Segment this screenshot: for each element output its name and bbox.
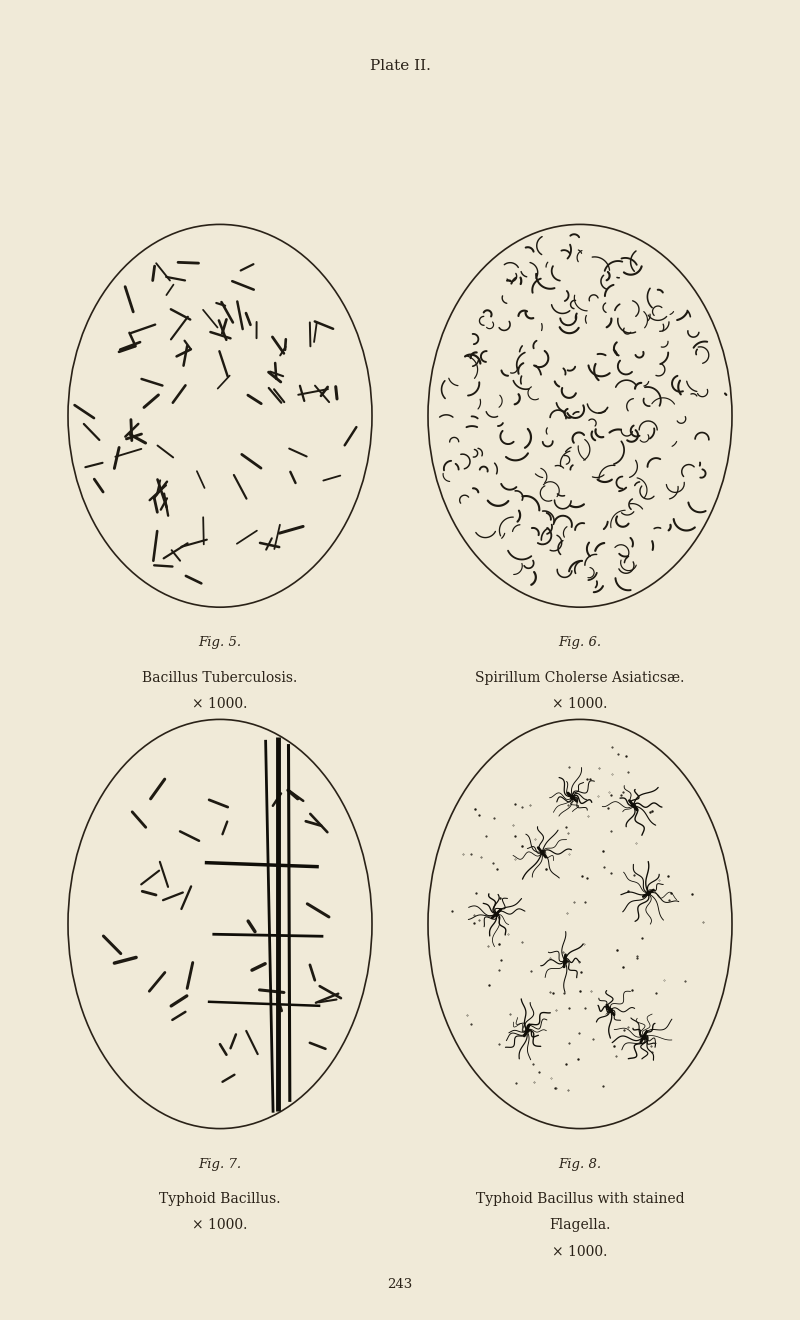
Text: Bacillus Tuberculosis.: Bacillus Tuberculosis. <box>142 671 298 685</box>
Text: × 1000.: × 1000. <box>552 697 608 711</box>
Text: Typhoid Bacillus.: Typhoid Bacillus. <box>159 1192 281 1206</box>
Text: Fig. 8.: Fig. 8. <box>558 1158 602 1171</box>
Text: Fig. 6.: Fig. 6. <box>558 636 602 649</box>
Text: Typhoid Bacillus with stained: Typhoid Bacillus with stained <box>476 1192 684 1206</box>
Text: Plate II.: Plate II. <box>370 59 430 74</box>
Text: × 1000.: × 1000. <box>192 1218 248 1233</box>
Text: × 1000.: × 1000. <box>192 697 248 711</box>
Text: × 1000.: × 1000. <box>552 1245 608 1259</box>
Text: Spirillum Cholerse Asiaticsæ.: Spirillum Cholerse Asiaticsæ. <box>475 671 685 685</box>
Text: Fig. 5.: Fig. 5. <box>198 636 242 649</box>
Text: Fig. 7.: Fig. 7. <box>198 1158 242 1171</box>
Text: 243: 243 <box>387 1278 413 1291</box>
Text: Flagella.: Flagella. <box>550 1218 610 1233</box>
